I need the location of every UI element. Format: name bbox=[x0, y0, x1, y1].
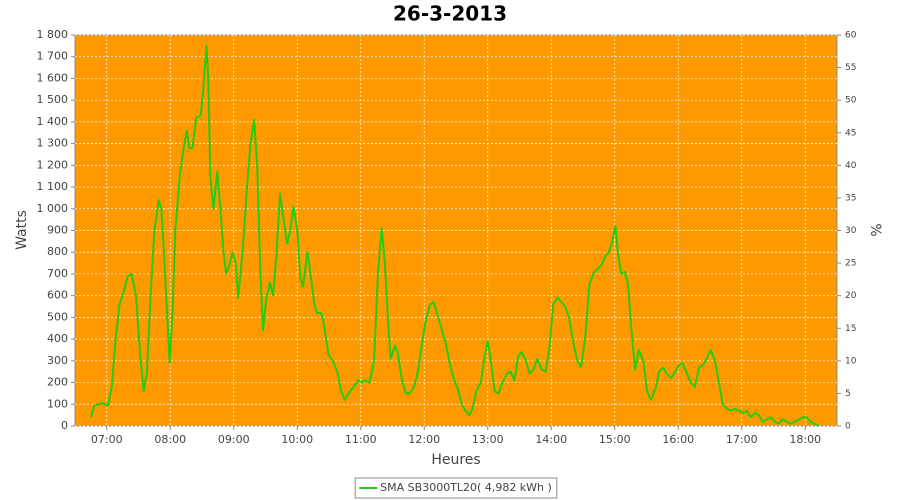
y-tick-label: 300 bbox=[47, 354, 68, 367]
y-tick-label: 200 bbox=[47, 376, 68, 389]
y-tick-label: 800 bbox=[47, 245, 68, 258]
y-tick-label: 0 bbox=[61, 419, 68, 432]
chart-title: 26-3-2013 bbox=[393, 2, 507, 26]
y2-tick-label: 35 bbox=[845, 193, 856, 203]
x-tick-label: 15:00 bbox=[599, 433, 631, 446]
x-tick-label: 11:00 bbox=[345, 433, 377, 446]
y2-tick-label: 15 bbox=[845, 324, 856, 334]
y2-tick-label: 40 bbox=[845, 161, 857, 171]
legend-label: SMA SB3000TL20( 4,982 kWh ) bbox=[380, 481, 552, 494]
x-tick-label: 09:00 bbox=[218, 433, 250, 446]
y-tick-label: 900 bbox=[47, 224, 68, 237]
x-tick-label: 10:00 bbox=[281, 433, 313, 446]
y2-tick-label: 55 bbox=[845, 63, 856, 73]
y2-tick-label: 50 bbox=[845, 96, 857, 106]
x-tick-label: 08:00 bbox=[154, 433, 186, 446]
x-axis-label: Heures bbox=[431, 452, 480, 468]
y-tick-label: 1 500 bbox=[37, 93, 69, 106]
y2-tick-label: 30 bbox=[845, 226, 857, 236]
y2-tick-label: 60 bbox=[845, 31, 857, 41]
y-tick-label: 700 bbox=[47, 267, 68, 280]
data-line bbox=[89, 44, 820, 427]
x-tick-label: 16:00 bbox=[662, 433, 694, 446]
x-tick-label: 18:00 bbox=[789, 433, 821, 446]
y-tick-label: 1 700 bbox=[37, 50, 69, 63]
y-tick-label: 100 bbox=[47, 397, 68, 410]
x-tick-label: 07:00 bbox=[91, 433, 123, 446]
y2-tick-label: 0 bbox=[845, 422, 851, 432]
y2-tick-label: 10 bbox=[845, 356, 857, 366]
x-tick-label: 17:00 bbox=[726, 433, 758, 446]
y-tick-label: 1 300 bbox=[37, 137, 69, 150]
y-tick-label: 400 bbox=[47, 332, 68, 345]
y2-tick-label: 25 bbox=[845, 259, 856, 269]
x-tick-label: 12:00 bbox=[408, 433, 440, 446]
y-tick-label: 600 bbox=[47, 289, 68, 302]
x-tick-label: 13:00 bbox=[472, 433, 504, 446]
y2-axis-label: % bbox=[867, 223, 883, 236]
y-tick-label: 1 100 bbox=[37, 180, 69, 193]
x-tick-label: 14:00 bbox=[535, 433, 567, 446]
y2-tick-label: 45 bbox=[845, 128, 856, 138]
y-tick-label: 1 000 bbox=[37, 202, 69, 215]
y-tick-label: 1 200 bbox=[37, 158, 69, 171]
y-axis-label: Watts bbox=[14, 210, 30, 250]
y-tick-label: 1 400 bbox=[37, 115, 69, 128]
y2-tick-label: 20 bbox=[845, 291, 857, 301]
y2-tick-label: 5 bbox=[845, 389, 851, 399]
y-tick-label: 500 bbox=[47, 310, 68, 323]
y-tick-label: 1 600 bbox=[37, 71, 69, 84]
legend: SMA SB3000TL20( 4,982 kWh ) bbox=[354, 477, 558, 499]
legend-box bbox=[354, 477, 558, 499]
y-tick-label: 1 800 bbox=[37, 28, 69, 41]
